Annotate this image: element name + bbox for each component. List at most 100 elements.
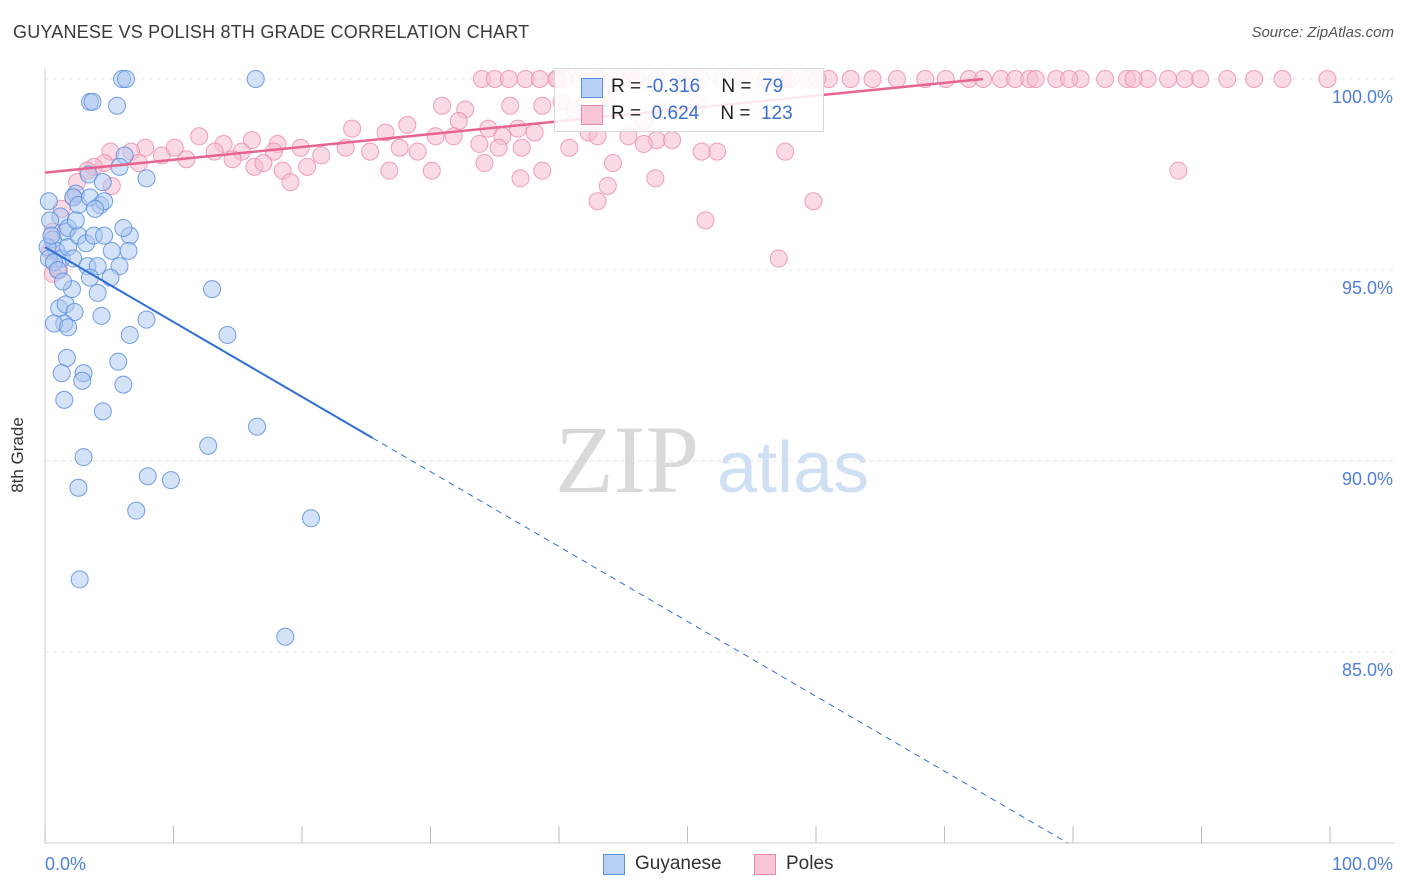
- guyanese-point: [42, 226, 61, 245]
- poles-point: [470, 134, 489, 153]
- poles-point: [560, 138, 579, 157]
- poles-point: [361, 142, 380, 161]
- poles-point: [776, 142, 795, 161]
- poles-point: [708, 142, 727, 161]
- poles-point: [343, 119, 362, 138]
- guyanese-point: [55, 390, 74, 409]
- poles-point: [1218, 70, 1237, 88]
- poles-point: [242, 131, 261, 150]
- guyanese-point: [69, 478, 88, 497]
- poles-point: [1175, 70, 1194, 88]
- poles-point: [512, 138, 531, 157]
- guyanese-point: [114, 218, 133, 237]
- guyanese-point: [199, 436, 218, 455]
- poles-point: [1124, 70, 1143, 88]
- guyanese-point: [52, 364, 71, 383]
- poles-point: [398, 115, 417, 134]
- watermark-atlas: atlas: [717, 428, 869, 508]
- poles-point: [769, 249, 788, 268]
- guyanese-point: [83, 92, 102, 111]
- x-tick-label: 100.0%: [1332, 854, 1393, 874]
- trend-line-poles: [44, 77, 984, 174]
- poles-point: [634, 134, 653, 153]
- guyanese-point: [93, 173, 112, 192]
- poles-point: [1318, 70, 1337, 88]
- source-label: Source: ZipAtlas.com: [1251, 24, 1394, 41]
- legend-n-label: N =: [721, 76, 757, 97]
- y-tick-label: 100.0%: [1332, 87, 1393, 107]
- guyanese-point: [116, 70, 135, 88]
- poles-point: [380, 161, 399, 180]
- x-tick-label: 0.0%: [45, 854, 86, 874]
- poles-point: [426, 127, 445, 146]
- poles-point: [533, 161, 552, 180]
- guyanese-point: [161, 471, 180, 490]
- guyanese-point: [114, 375, 133, 394]
- guyanese-point: [102, 241, 121, 260]
- guyanese-point: [246, 70, 265, 88]
- bottom-legend-swatch-guyanese: [603, 854, 625, 875]
- legend-swatch-poles: [581, 105, 603, 125]
- guyanese-point: [101, 268, 120, 287]
- guyanese-point: [218, 325, 237, 344]
- poles-point: [511, 169, 530, 188]
- poles-point: [254, 154, 273, 173]
- poles-point: [281, 173, 300, 192]
- poles-point: [696, 211, 715, 230]
- poles-point: [598, 176, 617, 195]
- guyanese-point: [109, 352, 128, 371]
- guyanese-point: [88, 283, 107, 302]
- bottom-legend-label-poles: Poles: [786, 853, 834, 874]
- guyanese-point: [248, 417, 267, 436]
- chart-title: GUYANESE VS POLISH 8TH GRADE CORRELATION…: [13, 22, 530, 42]
- guyanese-point: [57, 348, 76, 367]
- poles-point: [1159, 70, 1178, 88]
- guyanese-point: [74, 448, 93, 467]
- poles-point: [530, 70, 549, 88]
- legend-n-value-guyanese: 79: [762, 76, 784, 97]
- guyanese-point: [137, 310, 156, 329]
- legend-n-value-poles: 123: [760, 103, 793, 124]
- y-tick-label: 90.0%: [1342, 469, 1393, 489]
- poles-point: [1245, 70, 1264, 88]
- guyanese-point: [138, 467, 157, 486]
- guyanese-point: [53, 272, 72, 291]
- poles-point: [501, 96, 520, 115]
- legend-r-value-poles: 0.624: [651, 103, 700, 124]
- poles-point: [1273, 70, 1292, 88]
- trend-line-guyanese: [44, 246, 374, 439]
- poles-point: [422, 161, 441, 180]
- guyanese-point: [127, 501, 146, 520]
- poles-point: [449, 112, 468, 131]
- y-tick-label: 85.0%: [1342, 660, 1393, 680]
- poles-point: [588, 192, 607, 211]
- poles-point: [525, 123, 544, 142]
- guyanese-point: [79, 165, 98, 184]
- poles-point: [646, 169, 665, 188]
- legend-n-label: N =: [720, 103, 756, 124]
- legend-r-value-guyanese: -0.316: [646, 76, 701, 97]
- poles-point: [499, 70, 518, 88]
- guyanese-point: [120, 325, 139, 344]
- poles-point: [804, 192, 823, 211]
- guyanese-point: [65, 303, 84, 322]
- guyanese-point: [301, 509, 320, 528]
- guyanese-point: [59, 318, 78, 337]
- poles-point: [408, 142, 427, 161]
- legend-r-label: R =: [611, 103, 647, 124]
- guyanese-point: [93, 402, 112, 421]
- guyanese-point: [203, 280, 222, 299]
- guyanese-point: [70, 570, 89, 589]
- poles-point: [841, 70, 860, 88]
- poles-point: [1191, 70, 1210, 88]
- poles-point: [1096, 70, 1115, 88]
- poles-point: [936, 70, 955, 88]
- poles-point: [165, 138, 184, 157]
- trend-line-guyanese-extension: [372, 437, 1069, 844]
- guyanese-point: [95, 226, 114, 245]
- poles-point: [533, 96, 552, 115]
- poles-point: [603, 154, 622, 173]
- guyanese-point: [92, 306, 111, 325]
- guyanese-point: [86, 199, 105, 218]
- bottom-legend-swatch-poles: [754, 854, 776, 875]
